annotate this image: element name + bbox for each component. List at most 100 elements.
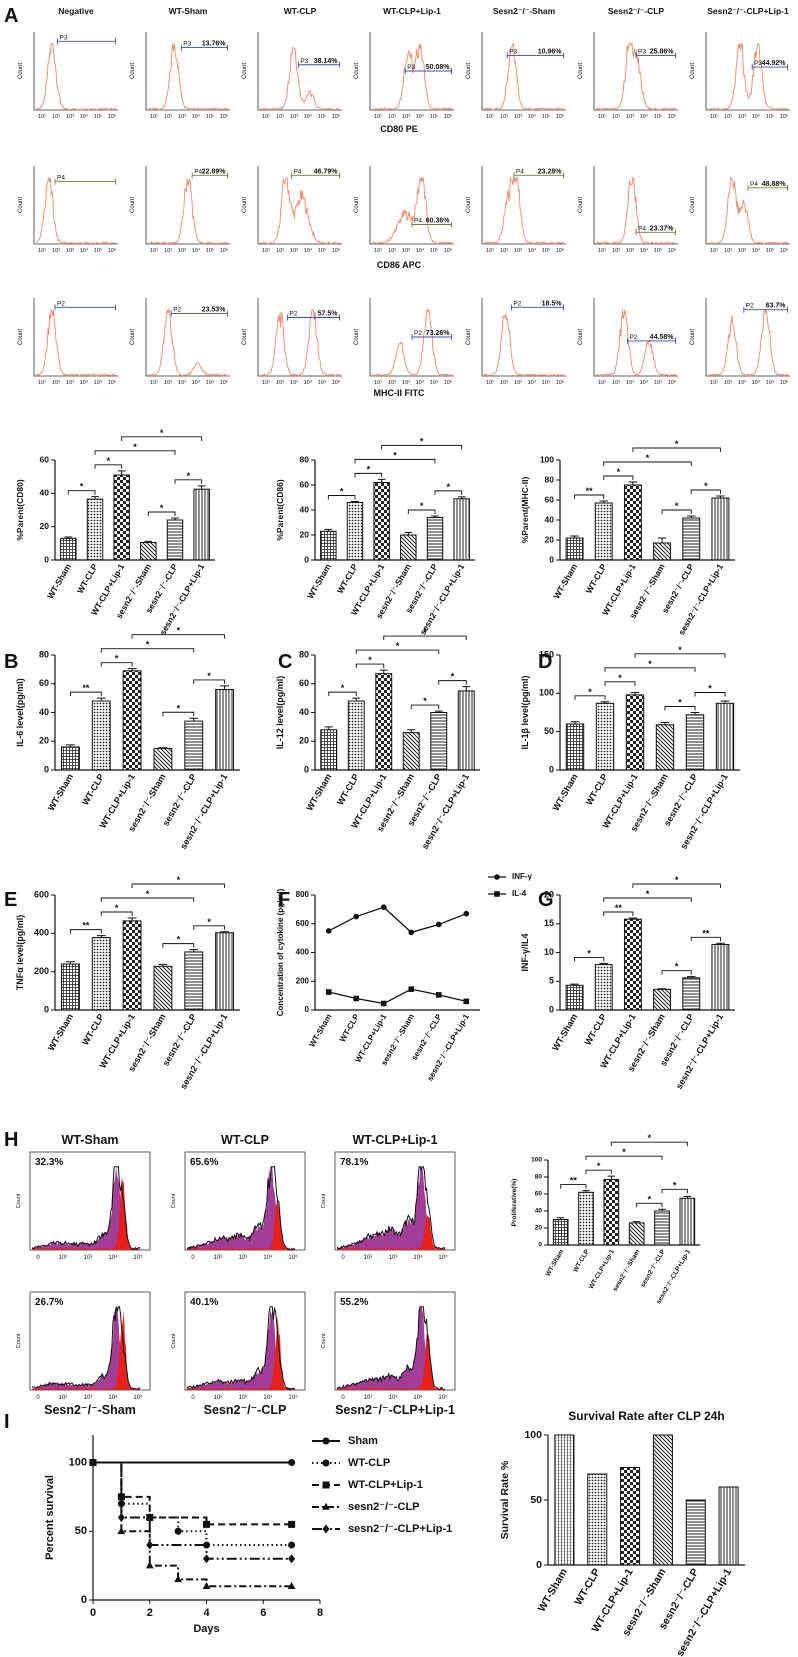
significance-label: * (107, 456, 111, 466)
histogram-xtick: 10¹ (710, 248, 718, 254)
gate-line (297, 61, 340, 68)
gate-name: P3 (183, 41, 191, 48)
histogram-xtick: 10⁶ (220, 113, 228, 120)
histogram-xtick: 10⁶ (556, 379, 564, 386)
bar (603, 1179, 620, 1246)
histogram-xtick: 10² (724, 248, 732, 254)
histogram-curve (707, 177, 789, 246)
histogram-curve (595, 177, 677, 245)
sample-title: WT-CLP+Lip-1 (352, 1133, 437, 1147)
histogram-xtick: 10¹ (486, 380, 494, 386)
histogram-curve (147, 43, 229, 111)
histogram-xtick: 10⁵ (542, 247, 550, 254)
point (203, 1554, 210, 1564)
histogram-xtick: 10³ (66, 114, 74, 120)
histogram-xtick: 10⁵ (318, 113, 326, 120)
legend-marker (322, 1437, 330, 1445)
y-tick-label: 60 (545, 494, 555, 504)
bar (565, 537, 584, 561)
panel-label: G (538, 889, 554, 911)
y-tick-label: 60 (299, 678, 309, 688)
histogram-xtick: 10⁴ (192, 113, 201, 120)
error-bar (144, 540, 153, 543)
histogram-axes (257, 32, 342, 111)
histogram-xtick: 10³ (514, 380, 522, 386)
histogram-xtick: 10³ (402, 248, 410, 254)
histogram-peak (337, 1213, 445, 1250)
bar (91, 700, 111, 771)
histogram-ylabel: Count (130, 197, 136, 213)
histogram-peak (32, 1177, 140, 1250)
histogram-xtick: 10² (612, 114, 620, 120)
histogram-xtick: 10⁴ (528, 113, 537, 120)
sample-title: Sesn2⁻/⁻-CLP+Lip-1 (335, 1403, 455, 1417)
histogram-xtick: 10⁵ (206, 247, 214, 254)
gate-name: P4 (294, 168, 302, 175)
x-tick-label: 8 (317, 1607, 323, 1619)
bar (565, 984, 584, 1011)
histogram-xtick: 10¹ (598, 248, 606, 254)
histogram-xtick: 10³ (738, 248, 746, 254)
gate-name: P3 (60, 34, 68, 41)
y-tick-label: 40 (40, 488, 50, 498)
error-bar (96, 697, 106, 701)
histogram-xtick: 10⁶ (220, 379, 228, 386)
significance-label: * (587, 948, 591, 958)
gate-name: P4 (194, 168, 202, 175)
gate-name: P3 (300, 58, 308, 65)
significance-bracket (634, 653, 726, 658)
significance-label: * (146, 640, 150, 650)
histogram-xtick: 10⁶ (332, 113, 340, 120)
legend-label: Sham (348, 1435, 378, 1447)
y-tick-label: 400 (34, 928, 49, 938)
bar (578, 1191, 594, 1246)
bar (153, 747, 173, 771)
gate-percent: 18.5% (542, 300, 563, 307)
histogram-ylabel: Count (354, 197, 360, 213)
y-tick-label: 50 (544, 726, 554, 736)
y-tick-label: 20 (544, 889, 554, 899)
error-bar (189, 717, 199, 722)
bar (320, 729, 338, 771)
histogram-xtick: 10⁵ (133, 1394, 143, 1401)
gate-name: P2 (173, 307, 181, 314)
significance-label: * (341, 683, 345, 693)
significance-bracket (100, 911, 133, 916)
histogram-xtick: 10² (59, 1255, 68, 1261)
histogram-ylabel: Count (690, 197, 696, 213)
histogram-xtick: 10⁴ (752, 113, 761, 120)
error-bar (599, 500, 608, 503)
histogram-xtick: 10⁵ (766, 379, 774, 386)
histogram-xtick: 10⁵ (94, 379, 102, 386)
x-tick-label: WT-Sham (304, 772, 333, 813)
significance-label: * (646, 889, 650, 899)
gate-percent: 23.28% (538, 168, 563, 175)
histogram-xtick: 10⁵ (438, 1254, 448, 1261)
y-tick-label: 40 (300, 504, 310, 514)
column-title: Negative (58, 6, 94, 16)
histogram-xtick: 10⁴ (640, 247, 649, 254)
histogram-xtick: 10³ (402, 380, 410, 386)
error-bar (220, 931, 230, 933)
histogram-xtick: 10² (52, 248, 60, 254)
gate-line (747, 184, 788, 191)
significance-label: ** (615, 903, 623, 913)
error-bar (65, 961, 75, 964)
significance-label: * (597, 1161, 601, 1171)
gate-line (191, 172, 228, 179)
significance-bracket (560, 1184, 587, 1189)
histogram-area (32, 1306, 140, 1390)
gate-line (286, 314, 340, 321)
bar (375, 673, 393, 771)
error-bar (600, 701, 610, 704)
histogram-xtick: 10⁴ (752, 379, 761, 386)
histogram-xtick: 10⁴ (416, 379, 425, 386)
column-title: Sesn2⁻/⁻-CLP (608, 6, 665, 16)
significance-bracket (603, 475, 634, 480)
gate-name: P4 (516, 168, 524, 175)
histogram-ylabel: Count (18, 63, 24, 79)
x-tick-label: WT-Sham (46, 772, 75, 813)
significance-bracket (193, 679, 226, 684)
histogram-xtick: 10¹ (374, 248, 382, 254)
x-tick-label: 2 (147, 1607, 153, 1619)
